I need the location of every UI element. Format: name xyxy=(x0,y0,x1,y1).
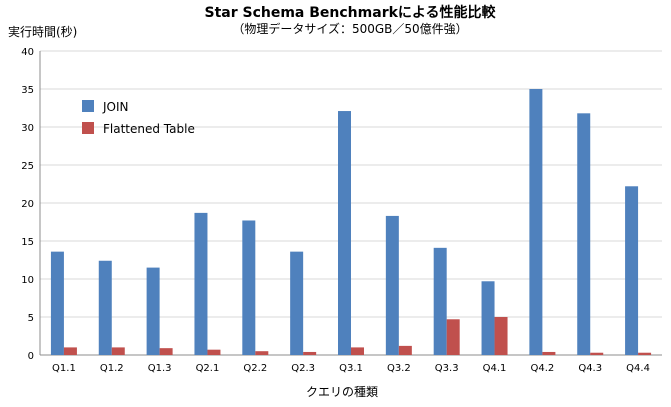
bar-join-Q4.3 xyxy=(577,113,591,355)
legend-label: Flattened Table xyxy=(103,122,195,136)
x-tick-label: Q4.3 xyxy=(578,363,602,374)
bar-join-Q3.3 xyxy=(433,247,447,355)
x-tick-label: Q2.2 xyxy=(243,363,267,374)
y-tick-label: 10 xyxy=(21,275,34,286)
chart-subtitle: （物理データサイズ：500GB／50億件強） xyxy=(232,21,467,36)
bar-join-Q1.1 xyxy=(50,251,64,355)
y-tick-label: 20 xyxy=(21,199,34,210)
chart-title: Star Schema Benchmarkによる性能比較 xyxy=(205,4,497,21)
bar-flattened-Q3.2 xyxy=(398,345,412,355)
bar-join-Q4.4 xyxy=(625,186,639,355)
legend-swatch xyxy=(82,122,94,134)
y-axis-ticks: 0 5 10 15 20 25 30 35 40 xyxy=(21,47,34,362)
bar-join-Q4.2 xyxy=(529,89,543,355)
x-tick-label: Q3.1 xyxy=(339,363,363,374)
bar-flattened-Q2.2 xyxy=(255,351,269,355)
x-tick-label: Q1.2 xyxy=(100,363,124,374)
x-tick-label: Q2.3 xyxy=(291,363,315,374)
x-tick-label: Q1.1 xyxy=(52,363,76,374)
bar-flattened-Q4.1 xyxy=(494,317,508,355)
y-axis-label: 実行時間(秒) xyxy=(8,24,77,39)
y-tick-label: 40 xyxy=(21,47,34,58)
x-tick-label: Q4.2 xyxy=(530,363,554,374)
bar-flattened-Q1.3 xyxy=(159,348,173,355)
y-tick-label: 35 xyxy=(21,85,34,96)
bar-join-Q1.3 xyxy=(146,267,160,355)
y-tick-label: 30 xyxy=(21,123,34,134)
legend-label: JOIN xyxy=(102,100,129,114)
x-tick-label: Q4.1 xyxy=(483,363,507,374)
bar-flattened-Q2.3 xyxy=(303,351,317,355)
bar-join-Q2.2 xyxy=(242,220,256,355)
x-tick-label: Q3.2 xyxy=(387,363,411,374)
bar-join-Q4.1 xyxy=(481,281,495,355)
x-tick-label: Q4.4 xyxy=(626,363,650,374)
bar-join-Q1.2 xyxy=(98,260,112,355)
x-tick-label: Q2.1 xyxy=(196,363,220,374)
legend-swatch xyxy=(82,100,94,112)
bar-flattened-Q3.3 xyxy=(446,319,460,355)
y-tick-label: 0 xyxy=(28,351,34,362)
bar-flattened-Q2.1 xyxy=(207,349,221,355)
bar-flattened-Q1.2 xyxy=(111,347,125,355)
y-tick-label: 25 xyxy=(21,161,34,172)
x-axis-label: クエリの種類 xyxy=(306,385,378,399)
bar-flattened-Q4.3 xyxy=(590,352,604,355)
bar-flattened-Q4.2 xyxy=(542,351,556,355)
y-tick-label: 5 xyxy=(28,313,34,324)
bar-join-Q3.2 xyxy=(385,215,399,355)
bar-join-Q2.1 xyxy=(194,212,208,355)
y-tick-label: 15 xyxy=(21,237,34,248)
x-tick-label: Q1.3 xyxy=(148,363,172,374)
bar-flattened-Q1.1 xyxy=(63,347,77,355)
legend: JOIN Flattened Table xyxy=(82,100,195,136)
bars xyxy=(50,89,652,355)
x-axis-ticks: Q1.1 Q1.2 Q1.3 Q2.1 Q2.2 Q2.3 Q3.1 Q3.2 Q3.3 Q4.1… xyxy=(52,363,650,374)
bar-join-Q3.1 xyxy=(338,111,351,355)
bar-join-Q2.3 xyxy=(290,251,304,355)
x-tick-label: Q3.3 xyxy=(435,363,459,374)
bar-flattened-Q4.4 xyxy=(638,352,652,355)
bar-flattened-Q3.1 xyxy=(351,347,364,355)
